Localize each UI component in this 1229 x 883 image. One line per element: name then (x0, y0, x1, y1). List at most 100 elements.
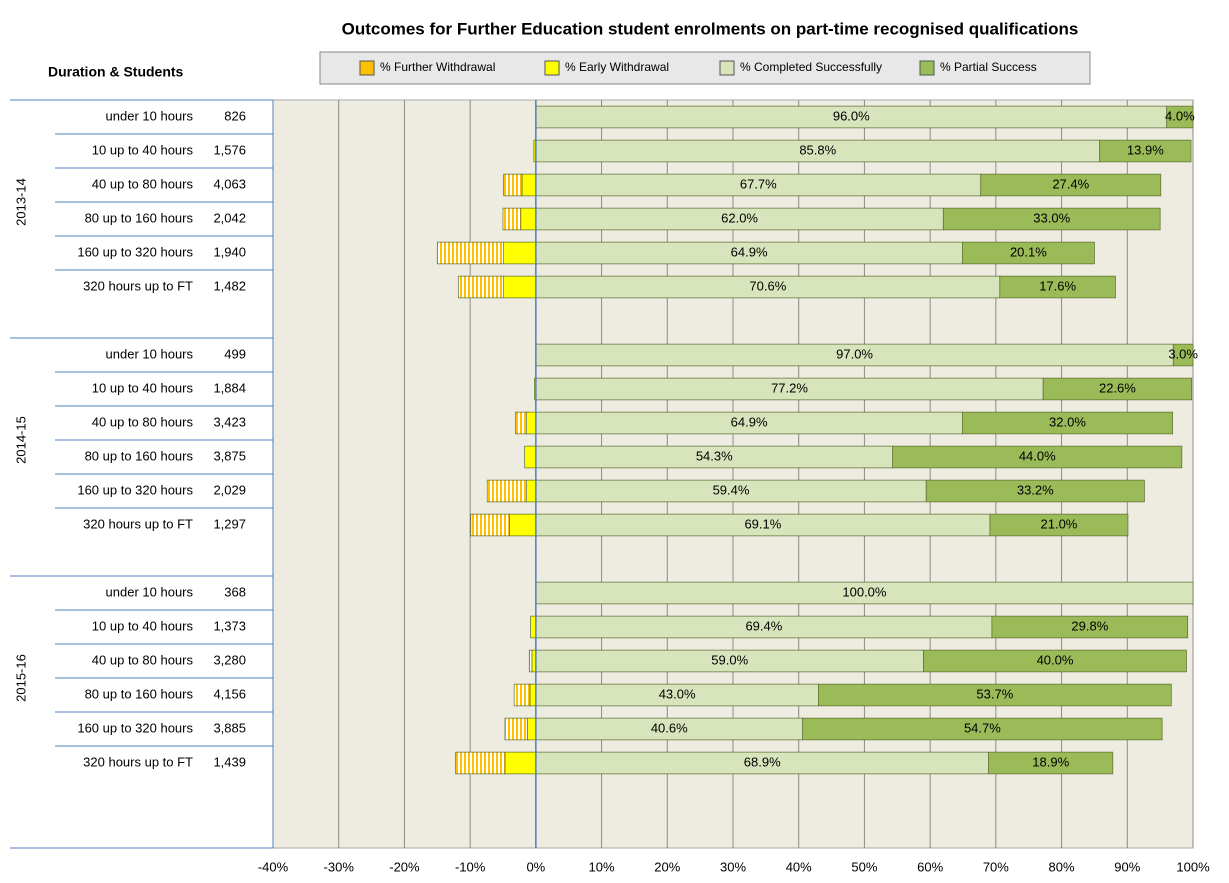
data-label: 62.0% (721, 210, 758, 225)
data-label: 53.7% (976, 686, 1013, 701)
bar-segment (818, 683, 1172, 707)
x-tick-label: -40% (258, 859, 289, 874)
student-count: 1,482 (213, 278, 246, 293)
student-count: 2,042 (213, 210, 246, 225)
bar-segment (486, 479, 528, 503)
bar-segment (502, 207, 522, 231)
x-tick-label: -30% (324, 859, 355, 874)
student-count: 3,423 (213, 414, 246, 429)
data-label: 27.4% (1052, 176, 1089, 191)
student-count: 4,156 (213, 686, 246, 701)
student-count: 826 (224, 108, 246, 123)
data-label: 69.4% (745, 618, 782, 633)
x-tick-label: 70% (983, 859, 1009, 874)
category-label: under 10 hours (106, 108, 194, 123)
bar-segment (802, 717, 1163, 741)
x-tick-label: 40% (786, 859, 812, 874)
student-count: 368 (224, 584, 246, 599)
x-tick-label: 0% (526, 859, 545, 874)
legend-label: % Partial Success (940, 60, 1037, 74)
bar-segment (513, 683, 531, 707)
bar-segment (503, 275, 537, 299)
bar-segment (529, 683, 537, 707)
data-label: 29.8% (1071, 618, 1108, 633)
student-count: 1,373 (213, 618, 246, 633)
data-label: 32.0% (1049, 414, 1086, 429)
bar-segment (526, 717, 537, 741)
bar-segment (503, 173, 523, 197)
data-label: 33.2% (1017, 482, 1054, 497)
data-label: 64.9% (731, 414, 768, 429)
bar-segment (524, 445, 537, 469)
data-label: 20.1% (1010, 244, 1047, 259)
data-label: 70.6% (749, 278, 786, 293)
legend-swatch (359, 60, 375, 76)
category-label: 40 up to 80 hours (92, 176, 194, 191)
data-label: 59.0% (711, 652, 748, 667)
data-label: 33.0% (1033, 210, 1070, 225)
bar-segment (1166, 105, 1194, 129)
x-tick-label: 50% (851, 859, 877, 874)
data-label: 22.6% (1099, 380, 1136, 395)
category-label: 320 hours up to FT (83, 278, 193, 293)
data-label: 100.0% (842, 584, 887, 599)
bar-segment (436, 241, 505, 265)
bar-segment (923, 649, 1187, 673)
data-label: 54.7% (964, 720, 1001, 735)
chart-title: Outcomes for Further Education student e… (342, 19, 1079, 38)
legend-label: % Completed Successfully (740, 60, 882, 74)
category-label: 160 up to 320 hours (77, 720, 193, 735)
x-tick-label: 30% (720, 859, 746, 874)
student-count: 1,576 (213, 142, 246, 157)
data-label: 18.9% (1032, 754, 1069, 769)
data-label: 68.9% (744, 754, 781, 769)
category-label: 80 up to 160 hours (85, 448, 194, 463)
student-count: 2,029 (213, 482, 246, 497)
category-label: 40 up to 80 hours (92, 652, 194, 667)
bar-segment (509, 513, 537, 537)
data-label: 67.7% (740, 176, 777, 191)
bar-segment (504, 717, 528, 741)
x-tick-label: 10% (589, 859, 615, 874)
data-label: 96.0% (833, 108, 870, 123)
student-count: 4,063 (213, 176, 246, 191)
bar-segment (999, 275, 1116, 299)
category-label: 320 hours up to FT (83, 754, 193, 769)
student-count: 1,940 (213, 244, 246, 259)
category-label: 40 up to 80 hours (92, 414, 194, 429)
category-label: 10 up to 40 hours (92, 380, 194, 395)
group-label: 2013-14 (13, 178, 28, 226)
student-count: 499 (224, 346, 246, 361)
data-label: 44.0% (1019, 448, 1056, 463)
bar-segment (989, 513, 1129, 537)
legend-box (319, 51, 1091, 85)
bar-segment (980, 173, 1162, 197)
student-count: 3,875 (213, 448, 246, 463)
legend-swatch (919, 60, 935, 76)
y-axis-label: Duration & Students (48, 64, 184, 80)
category-label: 10 up to 40 hours (92, 618, 194, 633)
legend-swatch (719, 60, 735, 76)
bar-segment (503, 241, 537, 265)
data-label: 97.0% (836, 346, 873, 361)
bar-segment (521, 173, 537, 197)
data-label: 69.1% (744, 516, 781, 531)
student-count: 1,439 (213, 754, 246, 769)
bar-segment (526, 479, 537, 503)
bar-segment (961, 241, 1095, 265)
bar-segment (470, 513, 510, 537)
category-label: 80 up to 160 hours (85, 686, 194, 701)
data-label: 21.0% (1041, 516, 1078, 531)
legend-swatch (544, 60, 560, 76)
data-label: 40.6% (651, 720, 688, 735)
data-label: 3.0% (1168, 346, 1198, 361)
bar-segment (515, 411, 528, 435)
data-label: 4.0% (1165, 108, 1195, 123)
category-label: under 10 hours (106, 346, 194, 361)
category-label: under 10 hours (106, 584, 194, 599)
group-label: 2015-16 (13, 654, 28, 702)
data-label: 77.2% (771, 380, 808, 395)
x-tick-label: -20% (389, 859, 420, 874)
category-label: 160 up to 320 hours (77, 482, 193, 497)
